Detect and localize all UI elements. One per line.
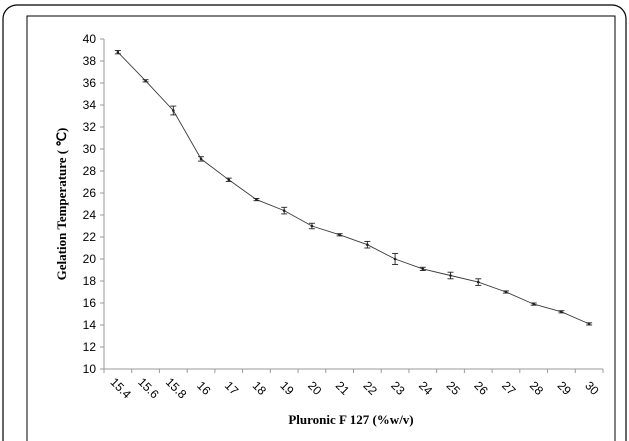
data-point [227, 178, 231, 182]
data-point-group [281, 206, 288, 215]
y-tick-label: 10 [83, 362, 97, 376]
series-group [114, 50, 593, 326]
x-tick-label: 27 [499, 378, 519, 398]
data-point-group [530, 302, 537, 306]
outer-border [2, 4, 627, 441]
data-point-group [336, 233, 343, 237]
data-point-group [170, 105, 177, 116]
data-point-group [419, 266, 426, 271]
data-point-group [308, 222, 315, 230]
x-tick-label: 20 [305, 378, 325, 398]
y-tick-label: 36 [83, 76, 97, 90]
plot-panel-border [26, 15, 616, 441]
x-tick-label: 21 [333, 378, 353, 398]
data-point [560, 310, 563, 314]
x-tick-label: 25 [444, 378, 464, 398]
y-tick-labels: 10 12 14 16 18 20 22 24 26 28 30 32 34 36 38 40 [83, 32, 97, 376]
x-tick-label: 15.8 [163, 375, 190, 402]
data-point-group [253, 198, 260, 202]
x-tick-label: 24 [416, 378, 436, 398]
data-point [338, 233, 341, 237]
x-tick-label: 26 [471, 378, 491, 398]
data-point [504, 290, 508, 294]
data-point [587, 322, 591, 326]
data-point [421, 267, 425, 271]
data-point [532, 302, 535, 306]
y-tick-label: 26 [83, 186, 97, 200]
data-point-group [225, 177, 232, 182]
series-line [117, 51, 590, 325]
data-point [282, 209, 286, 212]
y-tick-label: 20 [83, 252, 97, 266]
data-point-group [142, 79, 149, 83]
x-tick-label: 19 [277, 378, 297, 398]
data-point-group [198, 156, 205, 162]
y-tick-label: 18 [83, 274, 97, 288]
y-tick-label: 16 [83, 296, 97, 310]
y-tick-label: 24 [83, 208, 97, 222]
x-tick-label: 30 [582, 378, 602, 398]
data-point [310, 224, 314, 228]
y-tick-label: 30 [83, 142, 97, 156]
data-point [172, 109, 175, 112]
data-point [255, 198, 258, 201]
x-tick-label: 16 [194, 378, 214, 398]
data-point-group [502, 290, 509, 294]
data-point-group [364, 240, 371, 249]
x-tick-labels: 15.4 15.6 15.8 16 17 18 19 20 21 22 23 24 25 26 27 28 29… [107, 375, 601, 402]
data-point-group [475, 278, 482, 286]
axes [100, 38, 604, 373]
y-tick-label: 32 [83, 120, 97, 134]
data-point [199, 157, 203, 161]
data-point [476, 280, 480, 284]
y-axis-title: Gelation Temperature ( ℃) [54, 128, 69, 281]
x-tick-label: 22 [361, 378, 381, 398]
data-point [449, 274, 452, 277]
data-point [144, 79, 147, 83]
y-tick-label: 38 [83, 54, 97, 68]
x-tick-label: 23 [388, 378, 408, 398]
y-tick-label: 40 [83, 32, 97, 46]
x-tick-label: 15.6 [135, 375, 162, 402]
data-point-group [447, 271, 454, 280]
data-point [393, 257, 397, 261]
x-tick-label: 28 [527, 378, 547, 398]
data-point [366, 243, 369, 246]
data-point [116, 50, 120, 54]
x-tick-label: 18 [250, 378, 270, 398]
y-tick-label: 34 [83, 98, 97, 112]
y-tick-label: 22 [83, 230, 97, 244]
data-point-group [114, 50, 121, 55]
y-tick-label: 14 [83, 318, 97, 332]
y-tick-label: 28 [83, 164, 97, 178]
data-point-group [558, 310, 565, 314]
data-point-group [392, 253, 399, 265]
x-axis-title: Pluronic F 127 (%w/v) [288, 412, 413, 427]
x-tick-label: 15.4 [107, 375, 134, 402]
x-tick-label: 17 [222, 378, 242, 398]
data-point-group [586, 322, 593, 326]
y-tick-label: 12 [83, 340, 97, 354]
x-tick-label: 29 [555, 378, 575, 398]
